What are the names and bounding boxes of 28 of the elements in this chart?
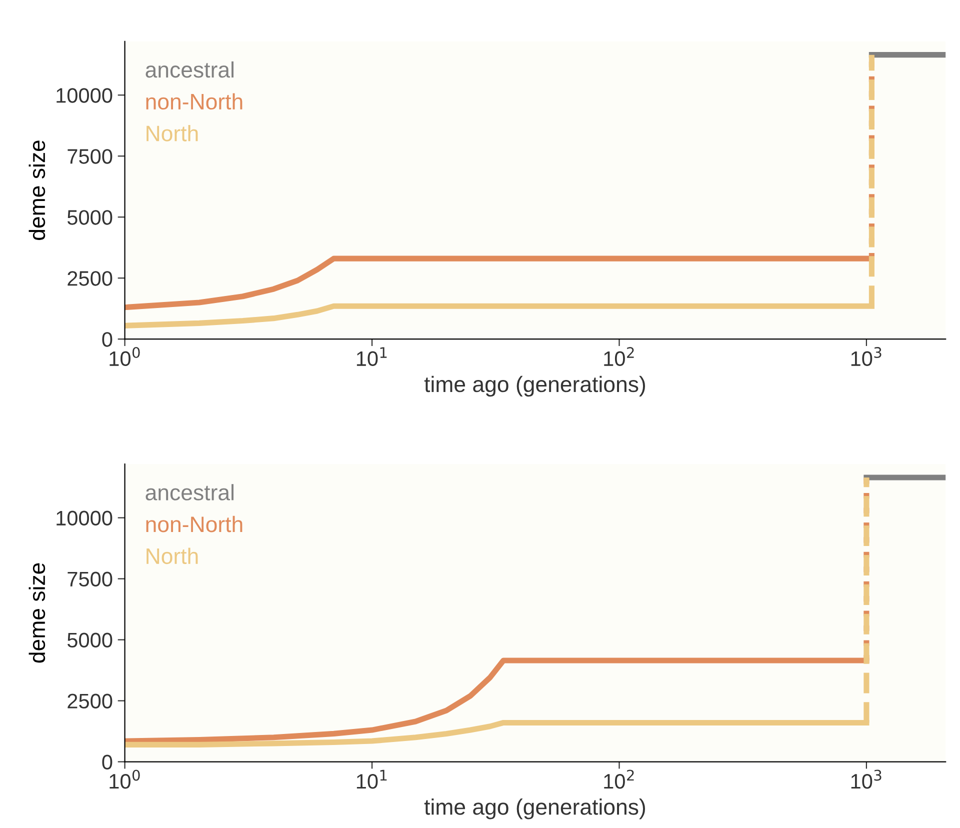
y-tick-label: 7500: [68, 149, 112, 164]
x-tick-label: 10$^{2}$: [604, 770, 634, 789]
text: ancestral: [146, 484, 234, 500]
y-tick-label: 2500: [68, 271, 112, 286]
y-tick-label: 10000: [56, 510, 112, 526]
x-tick-label: 10$^{1}$: [356, 770, 387, 789]
y-tick-label: 0: [102, 332, 112, 347]
y-axis-title: deme size: [28, 140, 46, 240]
text: non-North: [146, 516, 242, 532]
text: non-North: [146, 93, 242, 110]
x-tick-label: 10$^{0}$: [110, 347, 140, 366]
x-axis-title: time ago (generations): [424, 376, 645, 397]
text: North: [146, 548, 198, 564]
text: North: [146, 125, 198, 142]
x-axis-title: time ago (generations): [424, 798, 645, 820]
x-tick-label: 10$^{0}$: [110, 770, 140, 789]
y-tick-label: 0: [102, 754, 112, 770]
x-tick-label: 10$^{1}$: [356, 347, 387, 366]
y-tick-label: 5000: [67, 632, 112, 648]
y-axis-title: deme size: [28, 563, 46, 663]
text: ancestral: [146, 61, 234, 78]
y-tick-label: 5000: [67, 210, 112, 225]
x-tick-label: 10$^{3}$: [851, 770, 882, 789]
y-tick-label: 7500: [68, 572, 112, 587]
x-tick-label: 10$^{2}$: [604, 347, 634, 366]
y-tick-label: 2500: [68, 694, 112, 709]
y-tick-label: 10000: [56, 88, 112, 103]
x-tick-label: 10$^{3}$: [851, 347, 882, 366]
